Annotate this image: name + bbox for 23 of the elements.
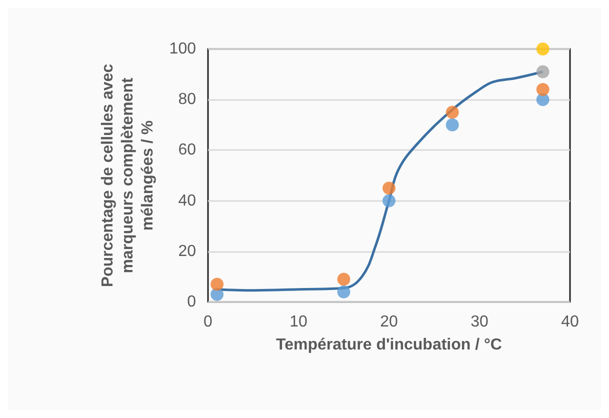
x-tick-label: 10 [290,314,308,330]
point [337,285,350,298]
y-tick-label: 100 [169,40,196,58]
y-tick-label: 0 [187,294,196,310]
y-tick-label: 40 [178,192,196,210]
x-tick-label: 20 [380,314,398,330]
point [446,106,459,119]
point [382,194,396,208]
x-axis-title: Température d'incubation / °C [276,336,502,354]
point [536,82,550,96]
point [446,118,459,132]
y-tick-label: 20 [178,242,196,260]
point [536,65,550,78]
point [337,272,350,286]
x-tick-label: 40 [561,314,579,330]
y-axis-title: Pourcentage de cellules avec marqueurs complètement mélangées / % [100,64,156,288]
y-tick-label: 60 [178,142,196,159]
x-tick-label: 30 [470,314,488,330]
y-tick-label: 80 [178,91,196,108]
point [536,42,550,56]
x-tick-label: 0 [204,314,213,330]
point [382,182,396,195]
point [210,278,224,291]
